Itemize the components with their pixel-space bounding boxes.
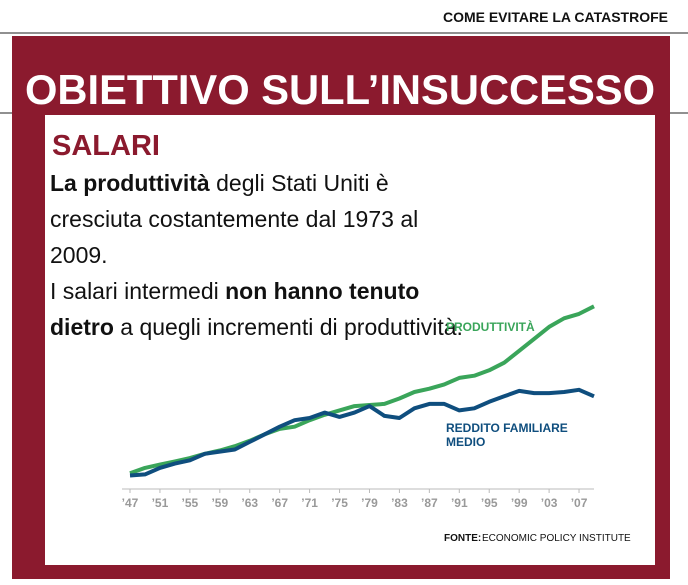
- panel: [45, 115, 655, 565]
- header: COME EVITARE LA CATASTROFE: [443, 9, 668, 25]
- x-tick-label: ’75: [331, 496, 348, 510]
- x-tick-label: ’63: [241, 496, 258, 510]
- x-tick-label: ’67: [271, 496, 288, 510]
- x-tick-label: ’71: [301, 496, 318, 510]
- source-label: FONTE:: [444, 533, 481, 544]
- body-text: La produttività degli Stati Uniti è cres…: [50, 165, 475, 345]
- bold-text: non hanno tenuto dietro: [50, 278, 420, 340]
- text: degli Stati Uniti è cresciuta costanteme…: [50, 170, 419, 268]
- series-label: REDDITO FAMILIARE MEDIO: [446, 421, 568, 449]
- x-tick-label: ’79: [361, 496, 378, 510]
- x-tick-label: ’83: [391, 496, 408, 510]
- series-label: PRODUTTIVITÀ: [446, 320, 535, 334]
- x-tick-label: ’87: [421, 496, 438, 510]
- x-tick-label: ’07: [571, 496, 588, 510]
- x-tick-label: ’99: [511, 496, 528, 510]
- title: OBIETTIVO SULL’INSUCCESSO: [25, 66, 655, 113]
- x-tick-label: ’95: [481, 496, 498, 510]
- text: a quegli incrementi di produttività.: [113, 314, 463, 340]
- x-tick-label: ’55: [182, 496, 199, 510]
- x-tick-label: ’47: [122, 496, 139, 510]
- line: [129, 387, 595, 478]
- paragraph: I salari intermedi non hanno tenuto diet…: [50, 273, 475, 345]
- x-tick-label: ’59: [211, 496, 228, 510]
- x-tick-label: ’03: [541, 496, 558, 510]
- paragraph: La produttività degli Stati Uniti è cres…: [50, 165, 475, 273]
- bold-text: La produttività: [50, 170, 210, 196]
- x-tick-label: ’51: [152, 496, 169, 510]
- text: I salari intermedi: [50, 278, 226, 304]
- x-tick-label: ’91: [451, 496, 468, 510]
- source: ECONOMIC POLICY INSTITUTE: [482, 533, 631, 544]
- section-title: SALARI: [52, 130, 160, 162]
